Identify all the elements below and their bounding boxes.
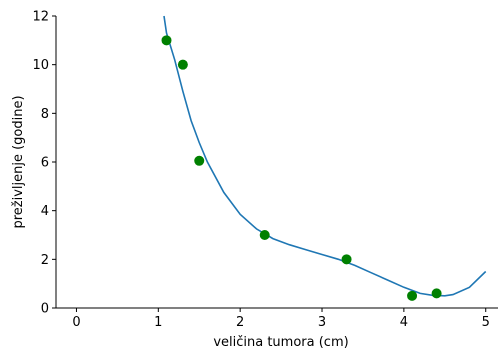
x-axis-ticks: 0 1 2 3 4 5 [72, 308, 490, 330]
y-axis-ticks: 0 2 4 6 8 10 12 [32, 10, 56, 317]
data-point [259, 230, 270, 240]
data-point [177, 59, 188, 70]
y-tick-label: 10 [32, 58, 49, 73]
x-tick-label: 0 [72, 315, 80, 330]
data-point [407, 290, 418, 301]
x-tick-label: 5 [482, 315, 490, 330]
data-point [194, 155, 205, 166]
x-tick-label: 3 [318, 315, 326, 330]
data-point [161, 35, 172, 46]
y-tick-label: 12 [32, 10, 49, 25]
y-tick-label: 6 [41, 156, 49, 171]
x-tick-label: 2 [236, 315, 244, 330]
data-point [431, 288, 442, 299]
y-tick-label: 0 [41, 302, 49, 317]
x-tick-label: 1 [154, 315, 162, 330]
data-point [341, 254, 352, 265]
data-points-layer [161, 35, 442, 301]
x-tick-label: 4 [400, 315, 408, 330]
fit-line [163, 15, 487, 297]
y-tick-label: 8 [41, 107, 49, 122]
y-tick-label: 4 [41, 204, 49, 219]
fit-line-layer [163, 15, 487, 297]
y-axis-label: preživljenje (godine) [11, 95, 26, 228]
x-axis-label: veličina tumora (cm) [213, 335, 348, 349]
axes-frame [55, 16, 498, 309]
y-tick-label: 2 [41, 253, 49, 268]
